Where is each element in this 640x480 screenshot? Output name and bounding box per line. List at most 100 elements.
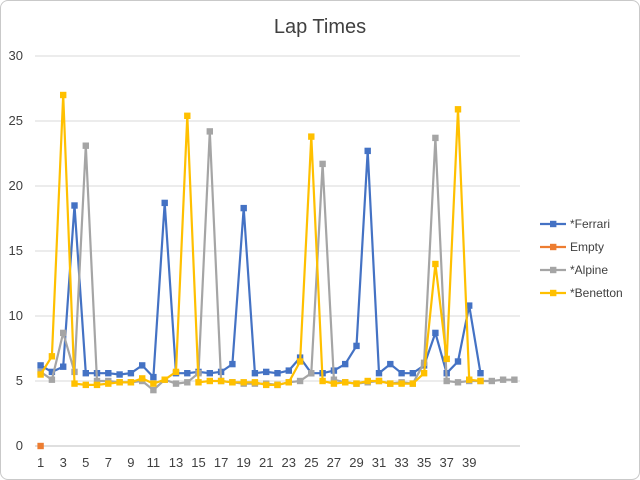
data-point — [48, 353, 56, 360]
data-point — [454, 106, 462, 113]
data-point — [150, 380, 157, 387]
data-point — [139, 362, 146, 369]
data-point — [274, 370, 281, 377]
data-point — [443, 377, 450, 385]
y-tick-label: 10 — [9, 308, 23, 323]
data-point — [319, 160, 326, 168]
data-point — [466, 376, 473, 383]
data-point — [330, 380, 338, 387]
x-tick-label: 1 — [37, 455, 44, 470]
chart-title: Lap Times — [274, 16, 366, 38]
series-line — [40, 149, 482, 379]
data-point — [454, 379, 462, 386]
data-point — [48, 376, 56, 383]
x-tick-label: 33 — [394, 455, 408, 470]
data-point — [342, 379, 349, 386]
series-1 — [37, 147, 484, 381]
data-point — [184, 379, 191, 386]
data-point — [184, 112, 191, 119]
data-point — [409, 370, 416, 377]
legend-label: *Alpine — [570, 263, 608, 277]
data-point — [229, 379, 236, 386]
data-point — [488, 377, 495, 385]
data-point — [48, 368, 56, 376]
data-point — [285, 379, 292, 386]
legend-item: *Ferrari — [540, 217, 610, 231]
data-point — [105, 380, 112, 387]
data-point — [150, 386, 157, 394]
data-point — [172, 380, 180, 387]
data-point — [60, 363, 67, 370]
data-point — [116, 371, 123, 378]
data-point — [127, 370, 135, 377]
series-line — [39, 130, 515, 392]
data-point — [409, 380, 416, 387]
data-point — [172, 368, 180, 376]
data-point — [375, 377, 383, 385]
data-point — [240, 204, 247, 212]
data-point — [229, 360, 236, 368]
data-point — [353, 380, 360, 387]
data-point — [432, 134, 439, 142]
data-point — [82, 381, 89, 389]
data-point — [71, 380, 78, 387]
legend-item: *Alpine — [540, 263, 608, 277]
data-point — [364, 377, 371, 385]
data-point — [206, 377, 213, 385]
data-point — [263, 368, 270, 376]
data-point — [511, 376, 518, 383]
data-point — [240, 379, 247, 386]
data-point — [398, 380, 405, 387]
data-point — [308, 370, 315, 377]
x-tick-label: 9 — [127, 455, 134, 470]
data-point — [263, 381, 270, 389]
data-point — [37, 371, 44, 378]
data-point — [127, 379, 135, 386]
data-point — [161, 376, 168, 383]
y-tick-label: 0 — [16, 438, 23, 453]
y-tick-label: 15 — [9, 243, 23, 258]
data-point — [60, 91, 67, 99]
x-tick-label: 35 — [417, 455, 431, 470]
data-point — [454, 358, 462, 365]
data-point — [93, 377, 101, 385]
x-tick-label: 25 — [304, 455, 318, 470]
y-tick-label: 20 — [9, 178, 23, 193]
data-point — [364, 147, 371, 155]
data-point — [71, 202, 78, 209]
data-point — [308, 133, 315, 140]
data-point — [432, 260, 439, 268]
legend-item: Empty — [540, 240, 604, 254]
data-point — [161, 199, 168, 207]
data-point — [217, 377, 225, 385]
data-point — [330, 376, 338, 383]
x-tick-label: 13 — [169, 455, 183, 470]
legend-swatch-marker — [550, 266, 557, 274]
series-4 — [37, 91, 484, 389]
data-point — [37, 442, 44, 450]
data-point — [342, 360, 349, 368]
x-tick-label: 23 — [282, 455, 296, 470]
legend-label: *Ferrari — [570, 217, 610, 231]
data-point — [116, 379, 123, 386]
data-point — [443, 355, 450, 363]
data-point — [477, 370, 484, 377]
data-point — [82, 370, 89, 377]
series-group — [37, 91, 518, 450]
data-point — [432, 329, 439, 337]
data-point — [285, 367, 292, 374]
legend-item: *Benetton — [540, 286, 623, 300]
data-point — [466, 302, 473, 309]
data-point — [150, 373, 157, 381]
data-point — [420, 370, 428, 377]
data-point — [206, 370, 213, 377]
x-tick-label: 21 — [259, 455, 273, 470]
y-tick-label: 5 — [16, 373, 23, 388]
data-point — [206, 128, 213, 135]
data-point — [387, 380, 394, 387]
y-tick-label: 30 — [9, 48, 23, 63]
x-tick-label: 11 — [147, 455, 161, 470]
legend-swatch-marker — [550, 220, 557, 228]
data-point — [274, 381, 281, 389]
